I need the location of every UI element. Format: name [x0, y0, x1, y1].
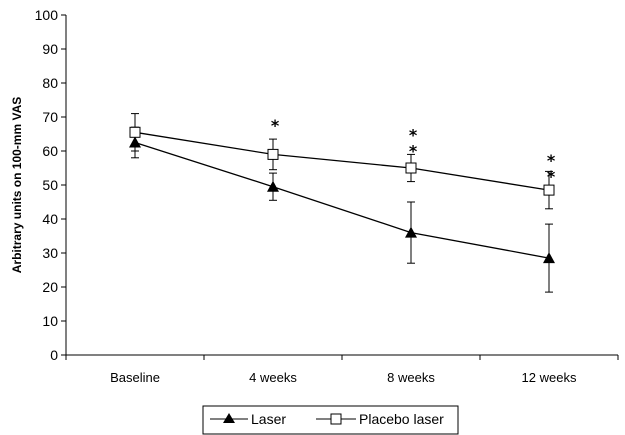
significance-marker: * — [547, 167, 556, 186]
y-tick-label: 100 — [35, 7, 59, 23]
y-axis-title: Arbitrary units on 100-mm VAS — [10, 97, 24, 273]
laser-point — [129, 136, 141, 148]
x-tick-label: 8 weeks — [387, 370, 435, 385]
legend-placebo-marker — [330, 413, 342, 425]
significance-marker: * — [547, 151, 556, 170]
y-tick-label: 40 — [42, 211, 58, 227]
legend-placebo-label: Placebo laser — [359, 411, 444, 427]
laser-series-line — [134, 141, 550, 259]
laser-point — [405, 226, 417, 238]
x-tick-label: Baseline — [110, 370, 160, 385]
placebo-laser-point — [543, 184, 555, 196]
legend-laser-label: Laser — [251, 411, 286, 427]
significance-marker: * — [409, 141, 418, 160]
laser-point — [267, 180, 279, 192]
placebo-laser-point — [267, 148, 279, 160]
placebo-laser-point — [129, 126, 141, 138]
significance-marker: * — [409, 125, 418, 144]
y-tick-label: 50 — [42, 177, 58, 193]
y-tick-label: 90 — [42, 41, 58, 57]
legend: Laser Placebo laser — [202, 405, 459, 435]
x-tick-label: 12 weeks — [522, 370, 577, 385]
laser-point — [543, 252, 555, 264]
y-tick-label: 60 — [42, 143, 58, 159]
y-tick-label: 30 — [42, 245, 58, 261]
y-tick-label: 80 — [42, 75, 58, 91]
y-tick-label: 70 — [42, 109, 58, 125]
x-tick-label: 4 weeks — [249, 370, 297, 385]
placebo-laser-series-line — [134, 131, 550, 191]
significance-marker: * — [271, 116, 280, 135]
y-tick-label: 10 — [42, 313, 58, 329]
legend-laser-marker — [223, 413, 235, 423]
placebo-laser-point — [405, 162, 417, 174]
y-tick-label: 0 — [50, 347, 58, 363]
y-tick-label: 20 — [42, 279, 58, 295]
